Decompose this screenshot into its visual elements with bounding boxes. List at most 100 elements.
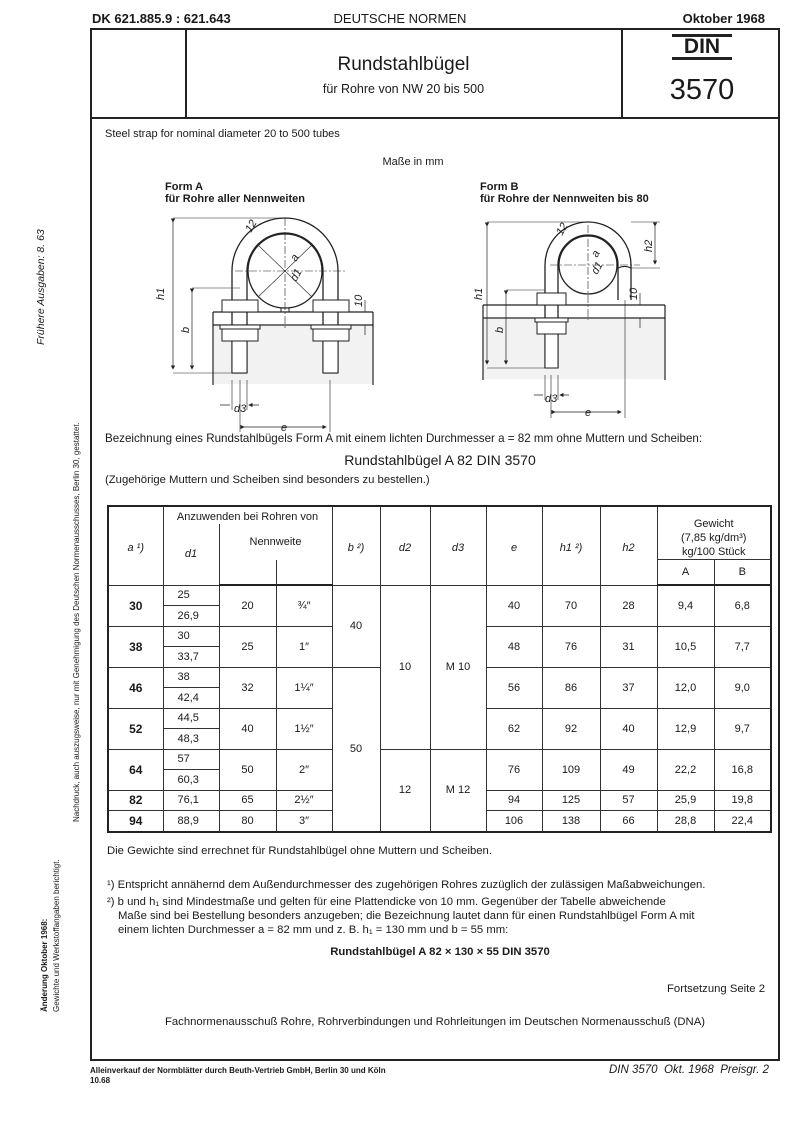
label-d3-b: d3 — [545, 393, 558, 405]
footer-ref: DIN 3570 Okt. 1968 Preisgr. 2 — [608, 1064, 769, 1076]
cell-nennweite: 50 — [218, 748, 277, 791]
cell-e: 94 — [485, 789, 543, 811]
cell-a: 64 — [107, 748, 164, 791]
cell-e: 40 — [485, 584, 543, 627]
cell-a: 28,8 — [656, 810, 715, 832]
footnote-2-line1: ²) b und h₁ sind Mindestmaße und gelten … — [107, 896, 666, 908]
table-row: 46 38 32 1¼″ 50 56 86 37 12,0 9,0 — [107, 666, 772, 832]
dimensions-table: a ¹) Anzuwenden bei Rohren von b ²) d2 d… — [107, 505, 772, 833]
din-number: 3570 — [669, 74, 735, 106]
washer — [219, 324, 261, 330]
cell-d1: 76,1 — [162, 789, 220, 811]
cell-h2: 37 — [599, 666, 658, 709]
center-lines — [235, 218, 345, 330]
cell-nennweite: 20 — [218, 584, 277, 627]
cell-nennweite: 32 — [218, 666, 277, 709]
page-frame — [90, 28, 780, 1061]
col-header-weight: Gewicht (7,85 kg/dm³) kg/100 Stück — [656, 506, 772, 560]
label-radius: 12 — [243, 218, 260, 235]
cell-a: 52 — [107, 707, 164, 750]
col-header-nennweite: Nennweite — [219, 524, 333, 560]
cell-b: 16,8 — [713, 748, 772, 791]
cell-b: 40 — [331, 584, 381, 668]
col-header-h2: h2 — [599, 506, 658, 585]
cell-b: 7,7 — [713, 625, 772, 668]
cell-h2: 66 — [599, 810, 658, 832]
nut — [221, 299, 259, 313]
units-note: Maße in mm — [382, 156, 444, 168]
washer — [310, 324, 352, 330]
form-b-title: Form B für Rohre der Nennweiten bis 80 — [480, 181, 649, 205]
label-b: b — [180, 327, 192, 333]
table-row: 64 57 50 2″ 12 M 12 76 109 49 22,2 16,8 — [107, 748, 772, 832]
col-header-weight-b: B — [713, 559, 772, 586]
footer-code: 10.68 — [90, 1076, 111, 1085]
weight-title: Gewicht — [693, 518, 734, 530]
weight-density: (7,85 kg/dm³) — [681, 532, 747, 544]
col-header-d1: d1 — [162, 524, 220, 585]
col-header-weight-a: A — [656, 559, 715, 586]
cell-h2: 57 — [599, 789, 658, 811]
col-header-d2: d2 — [379, 506, 431, 585]
cell-d1: 88,9 — [162, 810, 220, 832]
cell-nennweite-inch: 1″ — [275, 625, 333, 668]
cell-a: 10,5 — [656, 625, 715, 668]
cell-nennweite-inch: ¾″ — [275, 584, 333, 627]
footnote-2-line3: einem lichten Durchmesser a = 82 mm und … — [118, 924, 509, 936]
nut — [312, 299, 350, 313]
cell-h1: 76 — [541, 625, 601, 668]
cell-h2: 49 — [599, 748, 658, 791]
plate-outline — [212, 311, 374, 385]
cell-nennweite: 65 — [218, 789, 277, 811]
label-10: 10 — [353, 294, 365, 307]
cell-nennweite-inch: 3″ — [275, 810, 333, 832]
cell-d2: 10 — [379, 584, 431, 750]
table-row: 52 44,5 40 1½″ 62 92 40 12,9 9,7 — [107, 707, 772, 750]
weights-note: Die Gewichte sind errechnet für Rundstah… — [107, 845, 492, 857]
form-b-title-line1: Form B — [480, 181, 519, 193]
designation-intro: Bezeichnung eines Rundstahlbügels Form A… — [105, 432, 703, 445]
designation-note: (Zugehörige Muttern und Scheiben sind be… — [105, 474, 430, 486]
col-header-b: b ²) — [331, 506, 381, 585]
footnote-2-line2: Maße sind bei Bestellung besonders anzug… — [118, 910, 695, 922]
label-10-b: 10 — [628, 287, 640, 300]
cell-h2: 28 — [599, 584, 658, 627]
cell-d1: 26,9 — [162, 605, 220, 627]
table-body: 30 25 20 ¾″ 40 10 M 10 40 70 28 9,4 6,8 26,9 38 30 25 1″… — [107, 584, 772, 832]
col-header-h1: h1 ²) — [541, 506, 601, 585]
cell-e: 62 — [485, 707, 543, 750]
cell-a: 9,4 — [656, 584, 715, 627]
table-row: 26,9 — [108, 605, 771, 627]
cell-b: 6,8 — [713, 584, 772, 627]
table-row: 82 76,1 65 2½″ 94 125 57 25,9 19,8 — [107, 789, 772, 811]
cell-h2: 40 — [599, 707, 658, 750]
cell-nennweite-inch: 1½″ — [275, 707, 333, 750]
cell-h1: 92 — [541, 707, 601, 750]
page-title: Rundstahlbügel — [337, 54, 470, 75]
cell-a: 22,2 — [656, 748, 715, 791]
label-radius-b: 12 — [554, 221, 571, 238]
cell-nennweite-inch: 1¼″ — [275, 666, 333, 709]
cell-b: 9,7 — [713, 707, 772, 750]
footnote-2-example: Rundstahlbügel A 82 × 130 × 55 DIN 3570 — [330, 946, 550, 958]
label-e: e — [281, 422, 287, 434]
cell-e: 48 — [485, 625, 543, 668]
cell-d1: 33,7 — [162, 646, 220, 668]
cell-h1: 109 — [541, 748, 601, 791]
cell-d1: 48,3 — [162, 728, 220, 750]
label-h2-b: h2 — [643, 240, 655, 252]
label-b-b: b — [494, 327, 506, 333]
publisher: DEUTSCHE NORMEN — [333, 11, 467, 26]
english-title: Steel strap for nominal diameter 20 to 5… — [105, 128, 340, 140]
cell-e: 106 — [485, 810, 543, 832]
label-e-b: e — [585, 407, 591, 419]
cell-h1: 125 — [541, 789, 601, 811]
header-cell-divider — [185, 28, 187, 118]
cell-a: 12,0 — [656, 666, 715, 709]
issue-date: Oktober 1968 — [682, 11, 765, 26]
table-row: 42,4 — [108, 687, 771, 709]
cell-a: 82 — [107, 789, 164, 811]
label-d3: d3 — [234, 403, 247, 415]
cell-b: 9,0 — [713, 666, 772, 709]
committee: Fachnormenausschuß Rohre, Rohrverbindung… — [164, 1016, 705, 1028]
